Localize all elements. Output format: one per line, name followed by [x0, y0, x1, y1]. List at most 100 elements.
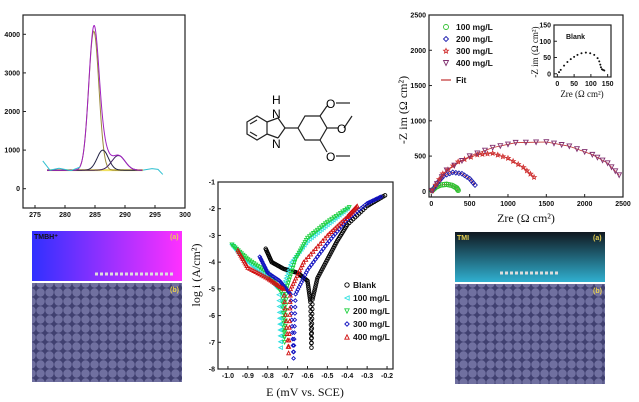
tafel-point: [326, 238, 332, 244]
tafel-point: [277, 321, 283, 327]
tafel-point: [285, 280, 291, 286]
tafel-point: [287, 305, 293, 311]
nyquist-xtick-label: 1500: [539, 201, 555, 208]
tafel-point: [305, 278, 310, 284]
inset-point: [599, 63, 602, 66]
tafel-point: [311, 259, 316, 265]
tafel-point: [292, 317, 298, 323]
tafel-point: [299, 262, 305, 268]
legend-label: 200 mg/L: [353, 306, 390, 316]
tafel-ytick-label: -5: [209, 286, 215, 293]
legend-marker: [344, 282, 350, 288]
tafel-point: [291, 263, 297, 269]
tafel-xtick-label: -0.5: [321, 373, 333, 380]
nyquist-point: [589, 151, 596, 158]
tafel-ytick-label: -4: [209, 260, 215, 267]
nyquist-point: [484, 150, 491, 157]
nyquist-point: [509, 157, 517, 165]
tafel-point: [286, 343, 292, 349]
tafel-point: [314, 254, 320, 260]
inset-ylabel: -Z im (Ω cm²): [530, 26, 540, 77]
tafel-point: [282, 305, 288, 311]
tafel-point: [249, 266, 255, 272]
tafel-point: [318, 224, 324, 230]
fit-line: [431, 141, 620, 191]
nyquist-point: [504, 141, 512, 148]
legend-label: 200 mg/L: [456, 34, 493, 44]
tafel-point: [331, 215, 337, 221]
tafel-point: [300, 259, 307, 265]
tafel-point: [336, 226, 342, 232]
tafel-point: [286, 337, 292, 343]
tafel-point: [292, 304, 298, 310]
tafel-point: [303, 256, 309, 262]
tafel-point: [277, 345, 283, 351]
nyquist-point: [459, 170, 465, 177]
nyquist-point: [479, 150, 486, 158]
tafel-point: [263, 274, 269, 280]
inset-ytick-label: 100: [539, 39, 551, 46]
xps-xtick-label: 285: [89, 212, 101, 219]
tafel-point: [320, 246, 326, 252]
tafel-point: [259, 272, 265, 278]
tafel-point: [310, 297, 315, 302]
tafel-point: [332, 231, 338, 237]
legend-marker: [443, 24, 449, 30]
tafel-point: [287, 274, 293, 280]
atom-o1: O: [326, 97, 335, 111]
tafel-point: [340, 209, 346, 215]
xps-ytick-label: 2000: [4, 109, 20, 116]
inset-point: [558, 71, 561, 74]
tafel-point: [278, 339, 284, 345]
tafel-point: [307, 265, 312, 270]
nyquist-point: [594, 154, 601, 161]
tafel-point: [289, 283, 295, 289]
tafel-point: [282, 329, 288, 335]
tafel-xtick-label: -0.6: [301, 373, 313, 380]
nyquist-ylabel: -Z im (Ω cm²): [396, 76, 410, 144]
tafel-point: [314, 278, 320, 283]
tafel-point: [334, 228, 340, 234]
tafel-point: [310, 231, 316, 237]
inset-frame: [553, 24, 612, 78]
nyquist-xtick-label: 1000: [500, 201, 516, 208]
tafel-point: [311, 293, 316, 298]
tafel-xtick-label: -0.3: [361, 373, 373, 380]
tafel-point: [297, 267, 303, 273]
nyquist-point: [566, 143, 573, 150]
tafel-point: [309, 262, 314, 268]
inset-point: [566, 61, 569, 64]
tafel-point: [287, 311, 293, 317]
tafel-xtick-label: -1.0: [222, 373, 234, 380]
legend-label: Blank: [353, 280, 376, 290]
nyquist-point: [573, 146, 581, 153]
tafel-point: [288, 286, 294, 292]
tafel-point: [310, 302, 315, 307]
atom-n1: N: [272, 107, 281, 121]
nyquist-xtick-label: 2500: [615, 201, 631, 208]
tafel-point: [322, 235, 328, 241]
atom-n2: N: [272, 137, 281, 151]
tafel-point: [306, 234, 313, 240]
nyquist-ytick-label: 1000: [410, 118, 426, 125]
inset-point: [576, 53, 579, 56]
tafel-point: [322, 221, 328, 227]
tafel-point: [277, 327, 283, 333]
tafel-point: [346, 205, 352, 211]
nyquist-ytick-label: 2000: [410, 48, 426, 55]
tafel-point: [260, 260, 266, 266]
tafel-point: [291, 349, 297, 355]
tafel-point: [283, 311, 289, 317]
tafel-xtick-label: -0.2: [381, 373, 393, 380]
tafel-point: [262, 265, 268, 271]
tafel-point: [290, 280, 296, 286]
inset-point: [589, 52, 592, 55]
tafel-point: [293, 275, 299, 281]
tafel-point: [247, 265, 253, 271]
tafel-point: [292, 323, 297, 329]
tafel-point: [314, 280, 319, 285]
